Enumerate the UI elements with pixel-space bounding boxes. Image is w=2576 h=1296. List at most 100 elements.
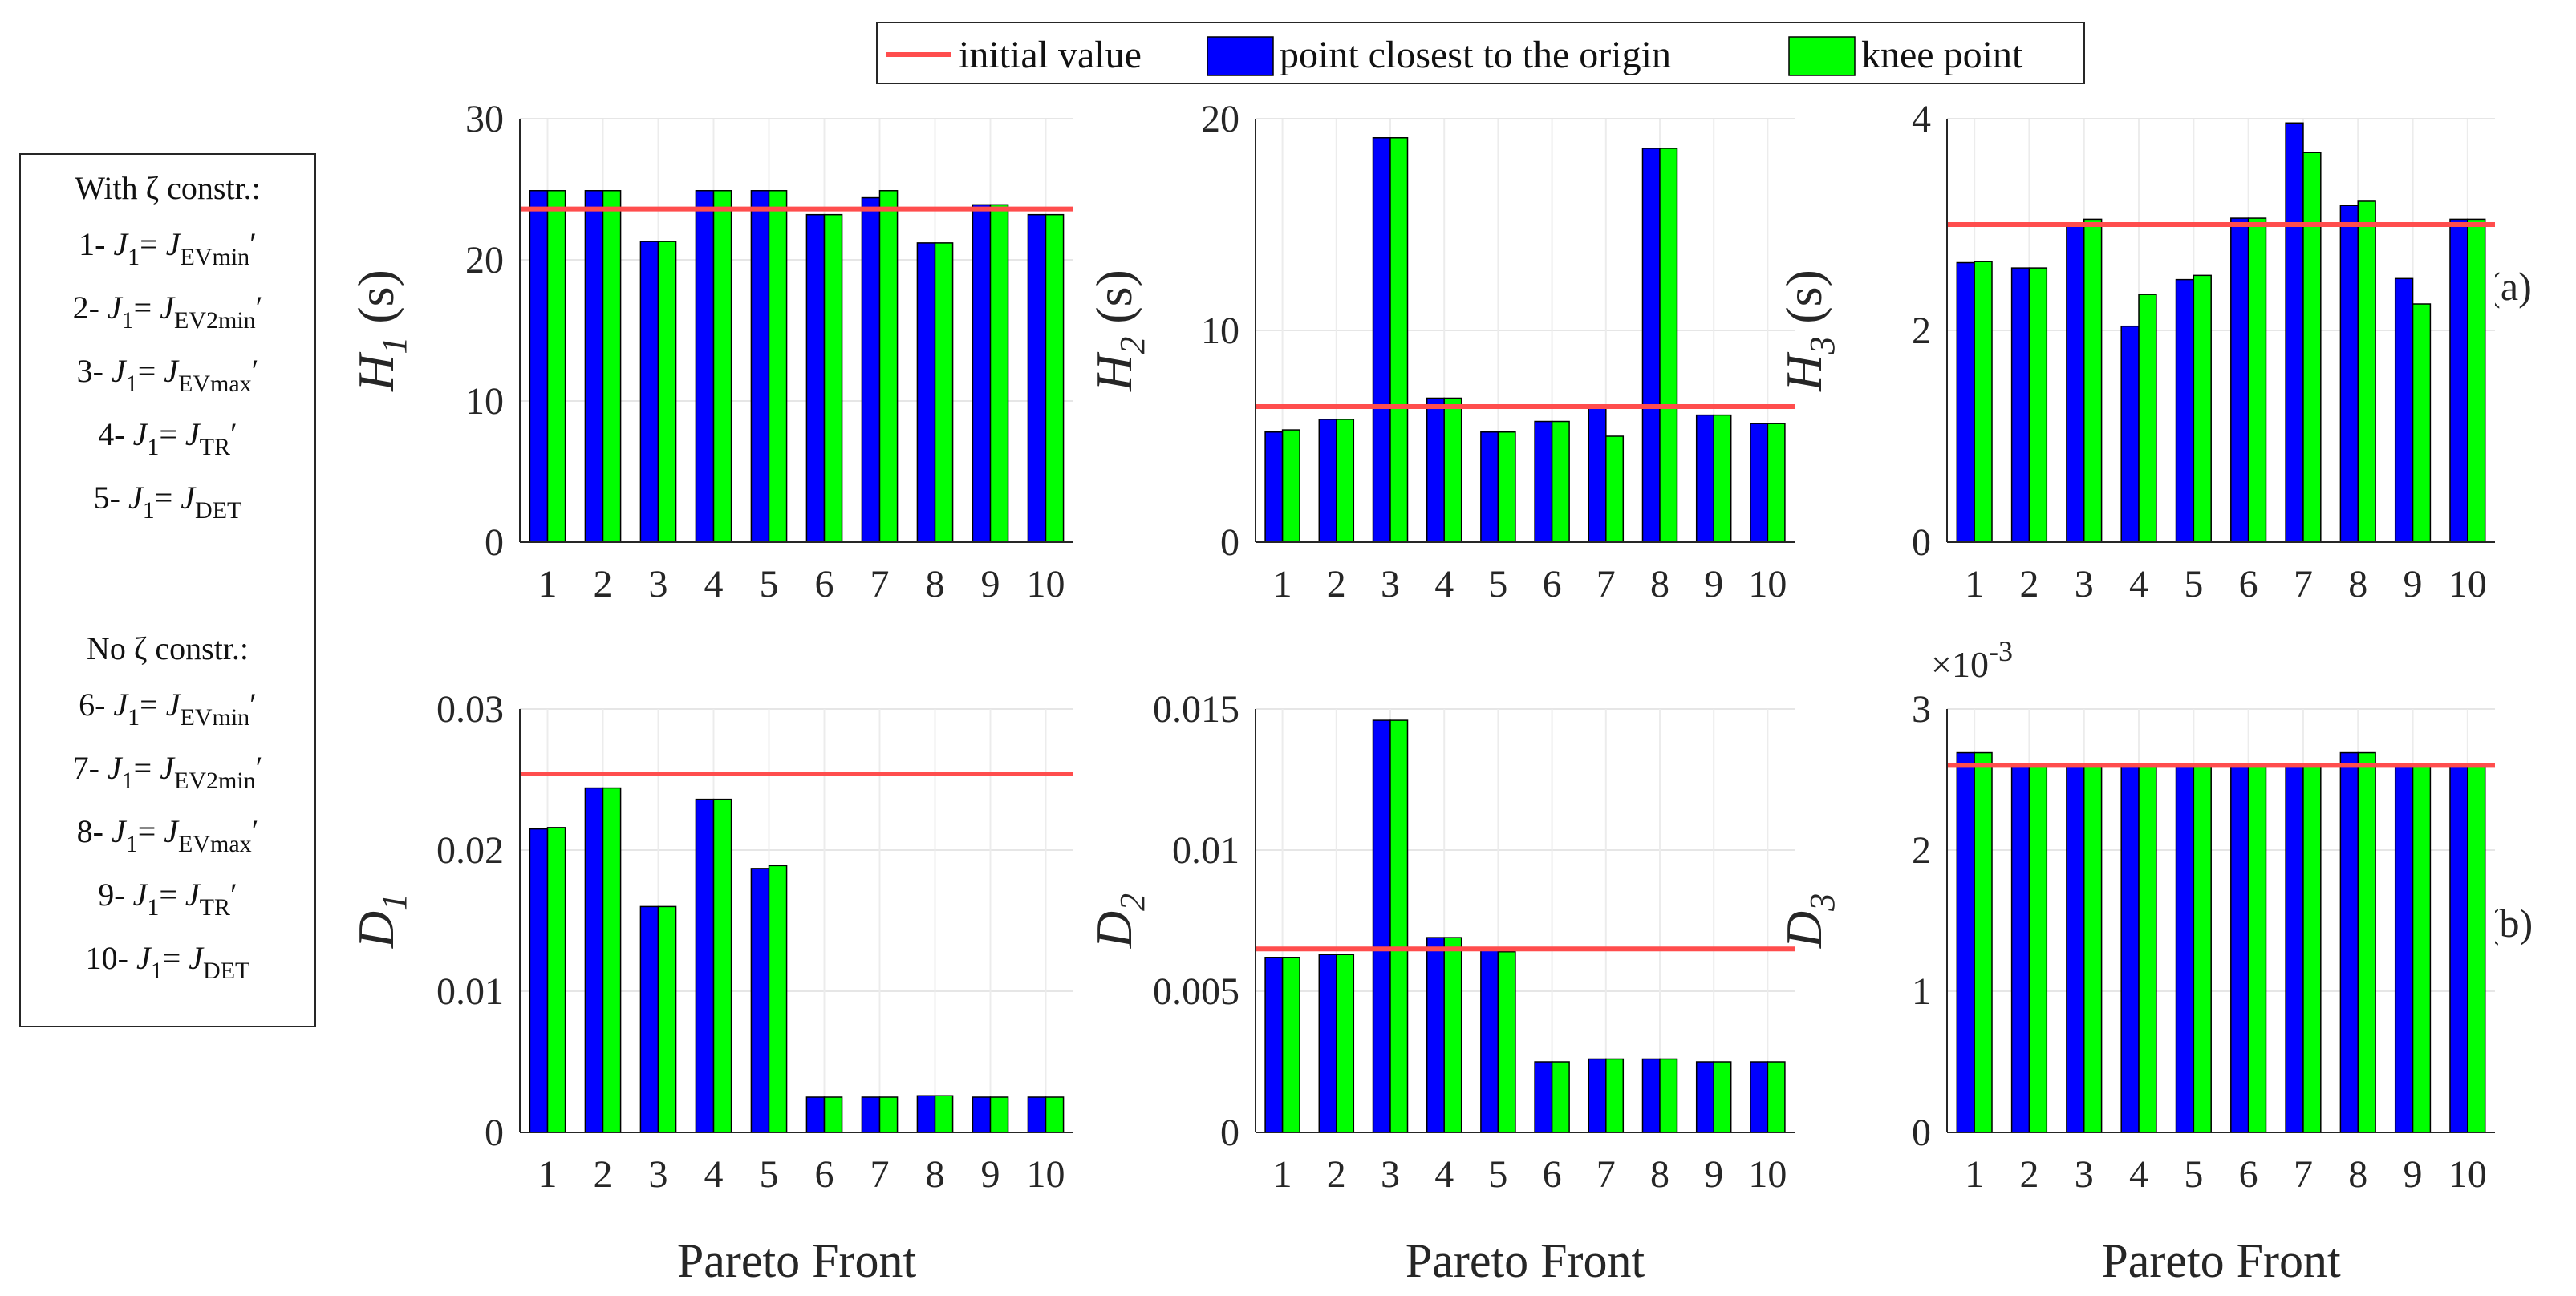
x-tick-label: 3 — [2075, 563, 2094, 605]
legend-closest-label: point closest to the origin — [1280, 34, 1671, 76]
bar-closest-4 — [2120, 325, 2140, 543]
bar-knee-1 — [1974, 261, 1993, 543]
y-tick-label: 4 — [1912, 98, 1931, 140]
bar-closest-7 — [1588, 406, 1607, 543]
x-tick-label: 9 — [2404, 1153, 2423, 1196]
legend-closest-swatch — [1207, 36, 1274, 76]
x-tick-label: 5 — [2184, 1153, 2203, 1196]
bar-closest-1 — [1956, 261, 1975, 543]
x-tick-label: 5 — [2184, 563, 2203, 605]
x-tick-label: 6 — [1543, 563, 1562, 605]
bar-closest-9 — [2394, 277, 2414, 543]
bar-closest-8 — [2339, 205, 2359, 543]
bar-closest-6 — [1534, 1061, 1553, 1133]
legend-knee-label: knee point — [1861, 34, 2023, 76]
y-tick-label: 10 — [465, 380, 504, 423]
x-tick-label: 8 — [926, 563, 945, 605]
bar-closest-10 — [1750, 1061, 1769, 1133]
bar-closest-1 — [1264, 431, 1284, 543]
bar-closest-4 — [2120, 764, 2140, 1133]
x-tick-label: 3 — [649, 1153, 668, 1196]
bar-knee-6 — [1551, 1061, 1570, 1133]
notes-item-1: 1- J1= JEVmin′ — [79, 226, 257, 270]
x-tick-label: 4 — [2129, 1153, 2148, 1196]
notes-item-7: 7- J1= JEV2min′ — [73, 750, 263, 794]
y-tick-label: 0 — [485, 521, 504, 564]
bar-closest-3 — [2066, 764, 2085, 1133]
bar-closest-7 — [2285, 764, 2304, 1133]
bar-knee-1 — [1281, 957, 1300, 1133]
x-tick-label: 7 — [1596, 563, 1616, 605]
x-axis-label: Pareto Front — [1406, 1234, 1645, 1287]
bar-closest-10 — [1027, 213, 1047, 543]
notes-frame — [19, 153, 316, 1027]
chart-panel-h1: 0 10 20 30 1 2 3 4 5 6 7 8 9 10 H1 (s) — [347, 98, 1073, 605]
bar-closest-1 — [1264, 957, 1284, 1133]
x-tick-label: 4 — [1434, 1153, 1454, 1196]
y-axis-label: H3 (s) — [1775, 269, 1842, 392]
x-tick-label: 6 — [2239, 1153, 2258, 1196]
bar-knee-9 — [2412, 303, 2432, 543]
y-axis-label: D2 — [1085, 893, 1152, 949]
notes-item-5: 5- J1= JDET — [94, 480, 242, 524]
bar-closest-3 — [1372, 137, 1391, 543]
x-axis-label: Pareto Front — [677, 1234, 917, 1287]
legend-knee-swatch — [1788, 36, 1856, 76]
bar-knee-9 — [989, 204, 1009, 543]
notes-no-items: 6- J1= JEVmin′ 7- J1= JEV2min′ 8- J1= JEVm… — [73, 686, 263, 984]
bar-knee-9 — [989, 1096, 1009, 1133]
bar-knee-3 — [657, 905, 677, 1133]
x-tick-label: 2 — [594, 1153, 613, 1196]
bar-knee-2 — [1336, 954, 1355, 1133]
y-tick-label: 0.02 — [436, 829, 504, 872]
y-tick-label: 0.03 — [436, 688, 504, 731]
x-tick-label: 5 — [1488, 563, 1507, 605]
y-tick-label: 0 — [1220, 521, 1239, 564]
x-tick-label: 6 — [1543, 1153, 1562, 1196]
x-tick-label: 2 — [2019, 563, 2038, 605]
bar-closest-6 — [805, 213, 826, 543]
notes-item-3: 3- J1= JEVmax′ — [77, 353, 259, 397]
bar-knee-1 — [1974, 751, 1993, 1133]
bar-closest-5 — [1480, 948, 1499, 1133]
x-tick-label: 3 — [1381, 1153, 1400, 1196]
bar-closest-9 — [972, 204, 992, 543]
y-axis-label: D1 — [347, 893, 414, 949]
bar-knee-10 — [1767, 1061, 1786, 1133]
notes-item-8: 8- J1= JEVmax′ — [77, 813, 259, 857]
bar-knee-7 — [2302, 764, 2322, 1133]
bar-closest-9 — [1695, 414, 1714, 543]
notes-item-6: 6- J1= JEVmin′ — [79, 686, 257, 731]
x-tick-label: 10 — [1748, 1153, 1787, 1196]
x-tick-label: 4 — [1434, 563, 1454, 605]
x-tick-label: 5 — [1488, 1153, 1507, 1196]
x-tick-label: 3 — [1381, 563, 1400, 605]
bar-closest-2 — [2010, 267, 2030, 543]
y-tick-label: 2 — [1912, 310, 1931, 352]
bar-closest-8 — [2339, 751, 2359, 1133]
bar-closest-3 — [639, 241, 659, 543]
bar-closest-5 — [1480, 431, 1499, 543]
chart-panel-h2: 0 10 20 1 2 3 4 5 6 7 8 9 10 H2 (s) — [1085, 98, 1795, 605]
bar-closest-10 — [2449, 764, 2468, 1133]
y-tick-label: 0.005 — [1153, 970, 1239, 1013]
x-tick-label: 1 — [1273, 563, 1292, 605]
y-tick-label: 0 — [485, 1112, 504, 1154]
y-axis-label: H2 (s) — [1085, 269, 1152, 392]
legend: initial value point closest to the origi… — [876, 22, 2085, 84]
x-tick-label: 8 — [926, 1153, 945, 1196]
x-tick-label: 8 — [2348, 1153, 2367, 1196]
notes-with-title: With ζ constr.: — [75, 170, 261, 206]
bar-knee-7 — [2302, 152, 2322, 543]
bar-knee-8 — [2357, 751, 2376, 1133]
x-tick-label: 2 — [1327, 1153, 1346, 1196]
bar-knee-10 — [1767, 423, 1786, 543]
bar-closest-2 — [1318, 419, 1337, 543]
bar-knee-5 — [768, 865, 788, 1133]
bar-knee-8 — [1659, 1058, 1678, 1133]
bar-closest-8 — [1641, 1058, 1661, 1133]
bar-closest-4 — [1426, 937, 1445, 1133]
bar-knee-10 — [2467, 764, 2486, 1133]
bar-knee-2 — [602, 190, 622, 543]
